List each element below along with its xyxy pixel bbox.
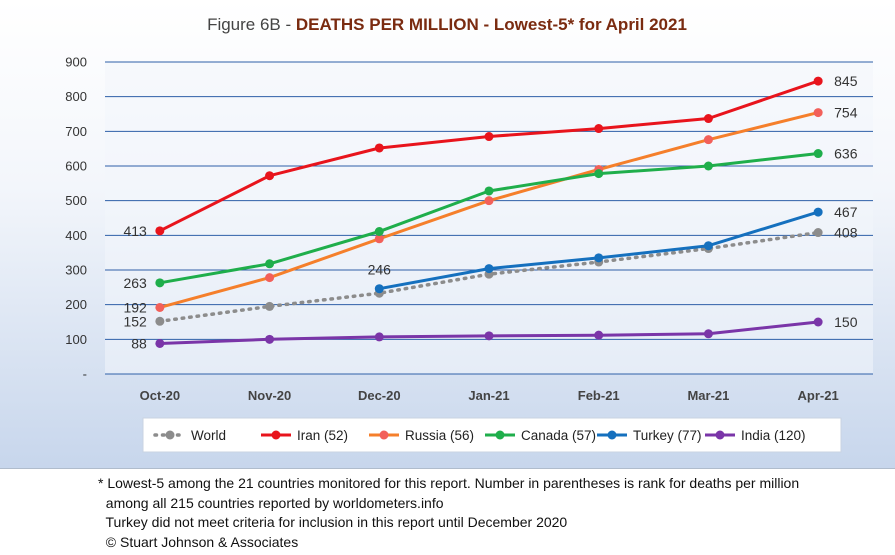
data-point	[484, 331, 494, 341]
data-point	[484, 132, 494, 142]
data-point	[374, 143, 384, 153]
data-label: 467	[834, 204, 858, 220]
data-label: 150	[834, 314, 858, 330]
legend-entry-label: Russia (56)	[405, 428, 474, 443]
plot-background	[105, 62, 873, 374]
footnote-line-2: among all 215 countries reported by worl…	[98, 494, 444, 511]
data-point	[594, 330, 604, 340]
legend-swatch-marker	[271, 430, 281, 440]
chart-title-prefix: Figure 6B -	[207, 15, 296, 34]
data-point	[703, 135, 713, 145]
data-point	[594, 169, 604, 179]
x-tick-label: Dec-20	[358, 388, 401, 403]
data-label: 88	[131, 335, 147, 351]
chart-title-main: DEATHS PER MILLION - Lowest-5* for April…	[296, 15, 687, 34]
data-point	[703, 114, 713, 124]
data-point	[813, 76, 823, 86]
footnote-line-3: Turkey did not meet criteria for inclusi…	[98, 514, 568, 531]
data-point	[265, 273, 275, 283]
legend-entry-label: Turkey (77)	[633, 428, 702, 443]
data-point	[813, 317, 823, 327]
data-point	[155, 302, 165, 312]
data-point	[484, 196, 494, 206]
footnote-line-4: © Stuart Johnson & Associates	[98, 533, 299, 550]
y-tick-label: 600	[65, 159, 87, 174]
plot-area: - 100 200 300 400 500 600 700 800 900 Oct-20 Nov-20…	[65, 55, 873, 403]
y-tick-label: 500	[65, 193, 87, 208]
data-point	[155, 226, 165, 236]
data-label: 152	[123, 313, 147, 329]
x-tick-label: Oct-20	[140, 388, 180, 403]
line-chart: Figure 6B - DEATHS PER MILLION - Lowest-…	[65, 15, 873, 453]
data-point	[813, 108, 823, 118]
data-point	[265, 171, 275, 181]
legend-entry-label: Canada (57)	[521, 428, 596, 443]
y-tick-label: 400	[65, 228, 87, 243]
data-point	[374, 234, 384, 244]
data-point	[594, 124, 604, 134]
y-tick-label: 900	[65, 55, 87, 70]
data-label: 413	[123, 223, 147, 239]
data-point	[155, 278, 165, 288]
data-point	[813, 228, 823, 238]
y-tick-label: 700	[65, 124, 87, 139]
data-point	[265, 301, 275, 311]
data-label: 845	[834, 73, 858, 89]
data-point	[703, 329, 713, 339]
data-point	[374, 227, 384, 237]
x-tick-label: Mar-21	[687, 388, 729, 403]
data-point	[374, 284, 384, 294]
data-label: 636	[834, 146, 858, 162]
x-tick-label: Jan-21	[468, 388, 509, 403]
y-tick-label: 100	[65, 332, 87, 347]
footnote-line-1: * Lowest-5 among the 21 countries monito…	[98, 475, 800, 491]
data-point	[155, 316, 165, 326]
data-point	[813, 207, 823, 217]
data-point	[484, 264, 494, 274]
footnotes: * Lowest-5 among the 21 countries monito…	[98, 474, 888, 552]
data-point	[374, 332, 384, 342]
y-tick-label: -	[83, 367, 87, 382]
data-point	[813, 149, 823, 159]
legend-swatch-marker	[607, 430, 617, 440]
data-label: 754	[834, 105, 858, 121]
data-label: 408	[834, 225, 858, 241]
data-point	[265, 334, 275, 344]
legend-swatch-marker	[715, 430, 725, 440]
legend-swatch-marker	[165, 430, 175, 440]
y-tick-label: 300	[65, 263, 87, 278]
legend-entry-label: India (120)	[741, 428, 806, 443]
y-tick-label: 200	[65, 297, 87, 312]
x-tick-label: Feb-21	[578, 388, 620, 403]
legend-entry-label: World	[191, 428, 226, 443]
data-point	[594, 253, 604, 263]
legend-entry-label: Iran (52)	[297, 428, 348, 443]
x-tick-label: Apr-21	[798, 388, 839, 403]
chart-panel: Figure 6B - DEATHS PER MILLION - Lowest-…	[0, 0, 895, 469]
data-point	[703, 241, 713, 251]
data-point	[484, 186, 494, 196]
data-point	[155, 338, 165, 348]
y-tick-label: 800	[65, 89, 87, 104]
legend-swatch-marker	[379, 430, 389, 440]
x-tick-label: Nov-20	[248, 388, 291, 403]
data-point	[703, 161, 713, 171]
chart-title: Figure 6B - DEATHS PER MILLION - Lowest-…	[207, 15, 687, 34]
data-label: 246	[368, 262, 392, 278]
data-label: 263	[123, 275, 147, 291]
data-label: 192	[123, 299, 147, 315]
legend-swatch-marker	[495, 430, 505, 440]
legend: World Iran (52) Russia (56) Canada (57) Turk…	[142, 417, 842, 453]
data-point	[265, 259, 275, 269]
